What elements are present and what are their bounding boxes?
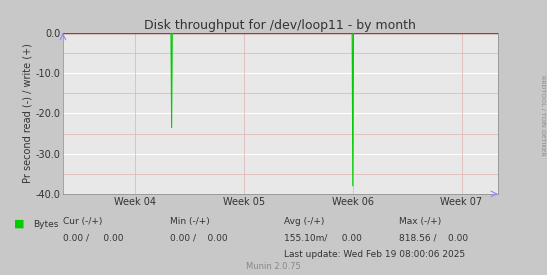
Text: Munin 2.0.75: Munin 2.0.75 (246, 262, 301, 271)
Text: Cur (-/+): Cur (-/+) (63, 217, 102, 226)
Text: Last update: Wed Feb 19 08:00:06 2025: Last update: Wed Feb 19 08:00:06 2025 (284, 250, 465, 259)
Title: Disk throughput for /dev/loop11 - by month: Disk throughput for /dev/loop11 - by mon… (144, 19, 416, 32)
Text: Bytes: Bytes (33, 220, 58, 229)
Y-axis label: Pr second read (-) / write (+): Pr second read (-) / write (+) (22, 43, 32, 183)
Text: Avg (-/+): Avg (-/+) (284, 217, 325, 226)
Text: 818.56 /    0.00: 818.56 / 0.00 (399, 233, 468, 242)
Text: Min (-/+): Min (-/+) (170, 217, 210, 226)
Text: 0.00 /     0.00: 0.00 / 0.00 (63, 233, 124, 242)
Text: 155.10m/     0.00: 155.10m/ 0.00 (284, 233, 362, 242)
Text: ■: ■ (14, 219, 24, 229)
Text: 0.00 /    0.00: 0.00 / 0.00 (170, 233, 227, 242)
Text: RRDTOOL / TOBI OETIKER: RRDTOOL / TOBI OETIKER (540, 75, 546, 156)
Text: Max (-/+): Max (-/+) (399, 217, 441, 226)
